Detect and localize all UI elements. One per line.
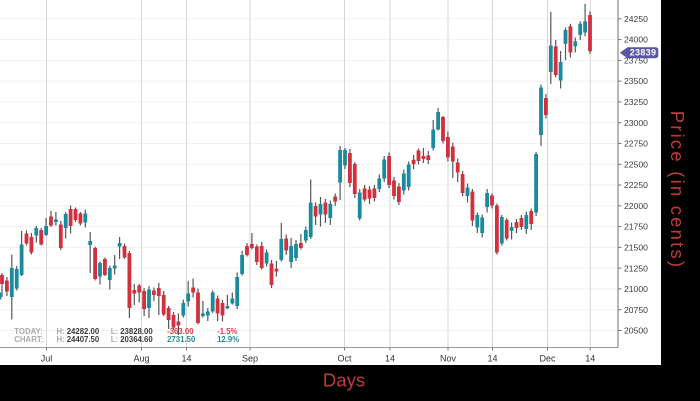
svg-text:14: 14	[585, 354, 595, 364]
svg-text:Price (in cents): Price (in cents)	[667, 111, 688, 270]
svg-text:14: 14	[385, 354, 395, 364]
svg-text:21000: 21000	[624, 284, 648, 294]
svg-text:23250: 23250	[624, 97, 648, 107]
svg-text:14: 14	[487, 354, 497, 364]
svg-text:Aug: Aug	[133, 354, 149, 364]
svg-text:CHART:: CHART:	[14, 335, 43, 344]
svg-text:Oct: Oct	[337, 354, 352, 364]
svg-text:20500: 20500	[624, 326, 648, 336]
svg-text:21250: 21250	[624, 263, 648, 273]
svg-text:23839: 23839	[630, 47, 657, 57]
svg-text:Sep: Sep	[242, 354, 258, 364]
svg-text:23000: 23000	[624, 118, 648, 128]
svg-text:Jul: Jul	[41, 354, 53, 364]
svg-text:Nov: Nov	[440, 354, 457, 364]
svg-text:22000: 22000	[624, 201, 648, 211]
svg-text:H:: H:	[57, 335, 65, 344]
svg-text:23828.00: 23828.00	[120, 327, 153, 336]
svg-text:TODAY:: TODAY:	[14, 327, 42, 336]
svg-text:L:: L:	[111, 327, 118, 336]
svg-text:24250: 24250	[624, 14, 648, 24]
svg-text:24407.50: 24407.50	[67, 335, 100, 344]
svg-text:22250: 22250	[624, 180, 648, 190]
svg-text:12.9%: 12.9%	[217, 335, 239, 344]
svg-text:Days: Days	[323, 370, 365, 391]
svg-text:23500: 23500	[624, 76, 648, 86]
svg-text:H:: H:	[57, 327, 65, 336]
svg-text:21750: 21750	[624, 222, 648, 232]
svg-text:22750: 22750	[624, 139, 648, 149]
svg-text:14: 14	[181, 354, 191, 364]
svg-text:24000: 24000	[624, 35, 648, 45]
svg-text:-363.00: -363.00	[167, 327, 194, 336]
svg-text:20364.60: 20364.60	[120, 335, 153, 344]
svg-text:24282.00: 24282.00	[67, 327, 100, 336]
svg-text:2731.50: 2731.50	[167, 335, 196, 344]
svg-text:20750: 20750	[624, 305, 648, 315]
svg-text:-1.5%: -1.5%	[217, 327, 237, 336]
svg-text:22500: 22500	[624, 159, 648, 169]
svg-text:Dec: Dec	[539, 354, 556, 364]
svg-text:21500: 21500	[624, 242, 648, 252]
svg-text:L:: L:	[111, 335, 118, 344]
svg-text:23750: 23750	[624, 55, 648, 65]
